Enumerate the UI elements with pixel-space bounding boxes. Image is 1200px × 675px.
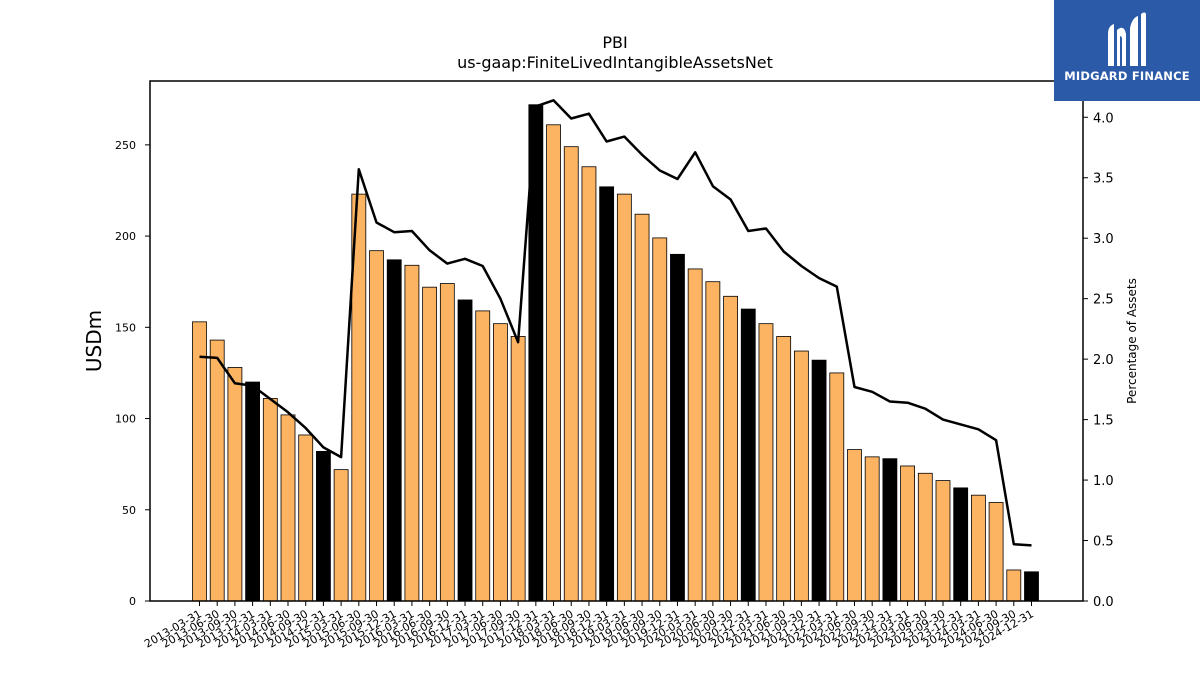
bar-2023-06-30 (917, 472, 933, 602)
y2-axis: 0.0 0.5 1.0 1.5 2.0 2.5 3.0 3.5 4.0 (1083, 111, 1114, 610)
line-series (199, 99, 1032, 547)
y2-tick-label: 1.0 (1093, 474, 1114, 489)
bar-2016-12-31 (457, 299, 473, 602)
bar-2018-06-30 (563, 146, 579, 602)
y-tick-label: 200 (115, 230, 136, 243)
bar-2020-12-31 (740, 308, 756, 602)
y-tick-label: 100 (115, 413, 136, 426)
logo-text: MIDGARD FINANCE (1064, 69, 1190, 83)
bar-2017-03-31 (475, 310, 491, 602)
y2-tick-label: 1.5 (1093, 414, 1114, 429)
y2-tick-label: 2.5 (1093, 293, 1114, 308)
bar-2023-03-31 (900, 465, 915, 602)
plot-frame (149, 80, 1084, 602)
bar-2017-09-30 (510, 336, 526, 602)
bar-2015-12-31 (386, 259, 402, 602)
midgard-finance-logo: MIDGARD FINANCE (1054, 0, 1200, 101)
bar-2016-09-30 (439, 283, 455, 602)
y2-tick-label: 0.5 (1093, 535, 1114, 550)
bar-2022-06-30 (847, 449, 862, 602)
bar-2024-03-31 (970, 494, 986, 602)
y2-tick-label: 2.0 (1093, 353, 1114, 368)
percentage-of-assets-line (199, 99, 1032, 547)
y-tick-label: 250 (115, 139, 136, 152)
bar-2018-09-30 (581, 166, 597, 602)
bar-2020-09-30 (723, 295, 738, 602)
bar-2019-09-30 (652, 237, 668, 602)
bar-2021-06-30 (776, 336, 792, 602)
bar-2023-12-31 (953, 487, 969, 602)
chart-title: PBI (602, 33, 627, 52)
y2-tick-label: 3.0 (1093, 232, 1114, 247)
bar-2021-09-30 (793, 350, 809, 602)
bar-2016-06-30 (422, 286, 438, 602)
bar-series (192, 104, 1039, 602)
bar-2015-03-31 (333, 469, 349, 602)
bar-2019-12-31 (670, 253, 685, 602)
bar-2018-12-31 (599, 186, 615, 602)
bar-2017-06-30 (493, 323, 508, 602)
y-tick-label: 50 (122, 504, 136, 517)
bar-2024-09-30 (1006, 569, 1022, 602)
bar-2013-09-30 (227, 367, 243, 602)
bar-2022-03-31 (829, 372, 845, 602)
bar-2020-06-30 (705, 281, 721, 602)
y2-tick-label: 0.0 (1093, 595, 1114, 610)
y2-tick-label: 3.5 (1093, 172, 1114, 187)
bar-2022-09-30 (864, 456, 880, 602)
bar-2013-12-31 (245, 381, 261, 602)
bar-2014-09-30 (298, 434, 314, 602)
bar-2013-06-30 (209, 339, 225, 602)
bar-2023-09-30 (935, 480, 951, 602)
bar-2021-12-31 (811, 359, 827, 602)
bar-2018-03-31 (546, 124, 561, 602)
y-axis-label: USDm (82, 310, 106, 372)
bar-2014-06-30 (280, 414, 296, 602)
y2-tick-label: 4.0 (1093, 111, 1114, 126)
bar-2019-03-31 (616, 193, 632, 602)
bar-2013-03-31 (192, 321, 207, 602)
x-axis: 2013-03-312013-06-302013-09-302013-12-31… (142, 601, 1036, 651)
y-axis: 0 50 100 150 200 250 (115, 139, 150, 608)
bar-2021-03-31 (758, 323, 774, 602)
chart-subtitle: us-gaap:FiniteLivedIntangibleAssetsNet (457, 53, 773, 72)
bar-2014-12-31 (316, 450, 331, 602)
midgard-m-icon (1108, 12, 1146, 66)
y-tick-label: 150 (115, 321, 136, 334)
bar-2022-12-31 (882, 458, 898, 602)
bar-2024-12-31 (1024, 571, 1039, 602)
bar-2015-09-30 (369, 250, 384, 602)
y-tick-label: 0 (129, 595, 136, 608)
bar-2016-03-31 (404, 264, 420, 602)
bar-2014-03-31 (262, 398, 278, 602)
bar-2019-06-30 (634, 213, 650, 602)
bar-2020-03-31 (687, 268, 703, 602)
bar-2024-06-30 (988, 502, 1004, 602)
y2-axis-label: Percentage of Assets (1125, 278, 1139, 404)
